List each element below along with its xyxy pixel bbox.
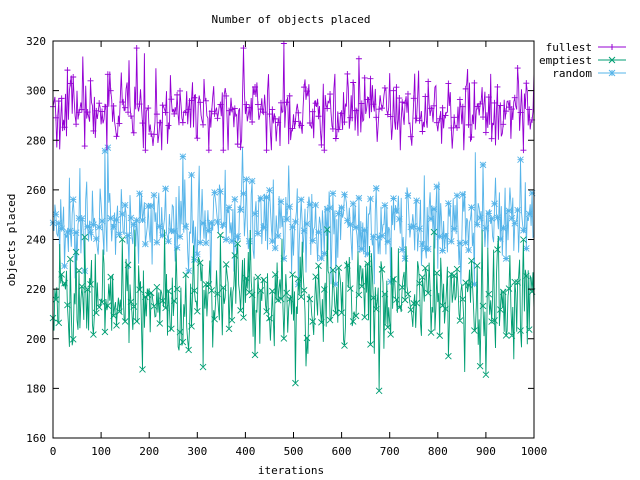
x-axis-label: iterations (258, 464, 324, 477)
y-tick-label: 200 (26, 333, 46, 346)
y-tick-label: 320 (26, 35, 46, 48)
y-tick-label: 240 (26, 234, 46, 247)
x-tick-label: 600 (332, 445, 352, 458)
x-tick-label: 0 (50, 445, 57, 458)
x-tick-label: 200 (139, 445, 159, 458)
legend-label-fullest: fullest (546, 41, 592, 54)
x-tick-label: 400 (235, 445, 255, 458)
series-line-random (52, 147, 535, 285)
chart-title: Number of objects placed (212, 13, 371, 26)
series-markers-fullest (50, 40, 536, 154)
legend-marker-random (608, 69, 616, 77)
plot-series (49, 40, 536, 395)
x-tick-label: 900 (476, 445, 496, 458)
y-tick-label: 160 (26, 432, 46, 445)
axis-ticks: 0 100 200 300 400 500 600 700 800 900 1000 160 180 20… (26, 35, 547, 458)
x-tick-label: 100 (91, 445, 111, 458)
x-tick-label: 1000 (521, 445, 548, 458)
x-tick-label: 800 (428, 445, 448, 458)
y-tick-label: 300 (26, 85, 46, 98)
y-tick-label: 220 (26, 283, 46, 296)
legend-marker-fullest (609, 44, 615, 50)
series-line-emptiest (52, 229, 535, 391)
legend-marker-emptiest (608, 56, 616, 64)
x-tick-label: 300 (187, 445, 207, 458)
y-tick-label: 280 (26, 134, 46, 147)
y-tick-label: 260 (26, 184, 46, 197)
y-tick-label: 180 (26, 382, 46, 395)
x-tick-label: 500 (284, 445, 304, 458)
legend-label-random: random (552, 67, 592, 80)
legend-label-emptiest: emptiest (539, 54, 592, 67)
series-line-fullest (52, 43, 535, 151)
x-tick-label: 700 (380, 445, 400, 458)
y-axis-label: objects placed (5, 194, 18, 287)
